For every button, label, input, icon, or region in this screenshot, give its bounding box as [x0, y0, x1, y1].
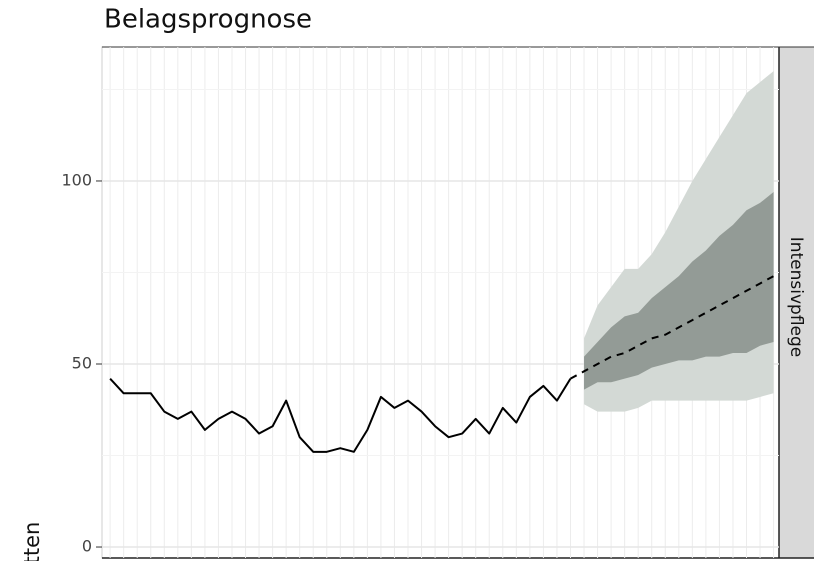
y-axis-title: tten	[20, 522, 44, 561]
strip	[779, 47, 814, 558]
chart-title: Belagsprognose	[104, 5, 312, 35]
y-axis: 0 50 100	[61, 170, 102, 556]
y-tick-label: 0	[82, 537, 92, 556]
y-tick-label: 50	[72, 353, 92, 372]
strip-label: Intensivpflege	[786, 237, 806, 358]
y-tick-label: 100	[61, 170, 92, 189]
grid	[102, 47, 779, 558]
marks	[109, 71, 775, 453]
observed-line	[109, 377, 572, 453]
forecast-band	[584, 191, 774, 390]
